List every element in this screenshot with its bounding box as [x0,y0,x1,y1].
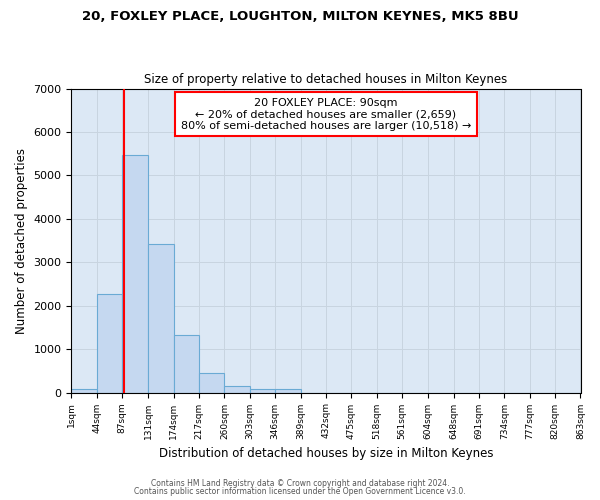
Bar [250,389,275,392]
Y-axis label: Number of detached properties: Number of detached properties [15,148,28,334]
Bar [122,154,148,392]
X-axis label: Distribution of detached houses by size in Milton Keynes: Distribution of detached houses by size … [159,447,493,460]
Text: Contains HM Land Registry data © Crown copyright and database right 2024.: Contains HM Land Registry data © Crown c… [151,478,449,488]
Bar [173,335,199,392]
Bar [97,294,122,392]
Bar [275,389,301,392]
Bar [148,244,173,392]
Bar [199,373,224,392]
Bar [71,389,97,392]
Text: Contains public sector information licensed under the Open Government Licence v3: Contains public sector information licen… [134,487,466,496]
Text: 20, FOXLEY PLACE, LOUGHTON, MILTON KEYNES, MK5 8BU: 20, FOXLEY PLACE, LOUGHTON, MILTON KEYNE… [82,10,518,23]
Text: 20 FOXLEY PLACE: 90sqm
← 20% of detached houses are smaller (2,659)
80% of semi-: 20 FOXLEY PLACE: 90sqm ← 20% of detached… [181,98,471,131]
Title: Size of property relative to detached houses in Milton Keynes: Size of property relative to detached ho… [145,73,508,86]
Bar [224,386,250,392]
